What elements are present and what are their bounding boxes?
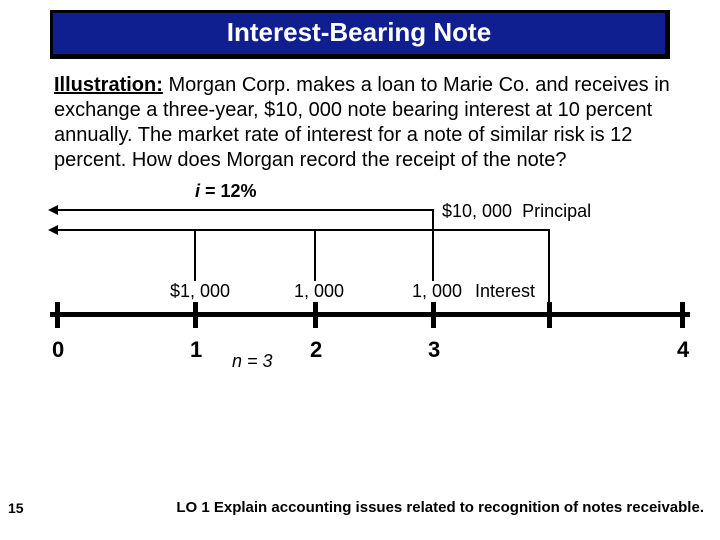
interest-amount-2: 1, 000 bbox=[294, 281, 344, 302]
principal-label: Principal bbox=[522, 201, 591, 221]
timeline-label-2: 2 bbox=[310, 337, 322, 363]
timeline-tick-4 bbox=[547, 302, 552, 328]
slide-title: Interest-Bearing Note bbox=[227, 17, 491, 47]
interest-tick-3 bbox=[432, 229, 434, 281]
principal-arrow-head-icon bbox=[48, 205, 58, 215]
interest-amount-1: $1, 000 bbox=[170, 281, 230, 302]
timeline-label-1: 1 bbox=[190, 337, 202, 363]
timeline-tick-2 bbox=[313, 302, 318, 328]
interest-tick-1 bbox=[194, 229, 196, 281]
timeline-label-0: 0 bbox=[52, 337, 64, 363]
periods-label: n = 3 bbox=[232, 351, 273, 372]
timeline-label-4: 4 bbox=[677, 337, 689, 363]
periods-symbol: n bbox=[232, 351, 242, 371]
timeline-tick-0 bbox=[55, 302, 60, 328]
rate-value: = 12% bbox=[200, 181, 257, 201]
interest-arrow-head-icon bbox=[48, 225, 58, 235]
principal-text: $10, 000 Principal bbox=[442, 201, 591, 222]
timeline-bar bbox=[50, 312, 690, 317]
interest-label: Interest bbox=[475, 281, 535, 302]
illustration-paragraph: Illustration: Morgan Corp. makes a loan … bbox=[54, 73, 676, 173]
interest-arrow-line bbox=[54, 229, 550, 231]
slide-title-box: Interest-Bearing Note bbox=[50, 10, 670, 59]
timeline-diagram: i = 12% $10, 000 Principal $1, 000 1, 00… bbox=[30, 181, 710, 391]
periods-value: = 3 bbox=[242, 351, 273, 371]
timeline-tick-5 bbox=[680, 302, 685, 328]
timeline-tick-1 bbox=[193, 302, 198, 328]
principal-arrow-line bbox=[54, 209, 434, 211]
principal-amount: $10, 000 bbox=[442, 201, 512, 221]
illustration-lead: Illustration: bbox=[54, 74, 163, 96]
learning-objective-footer: LO 1 Explain accounting issues related t… bbox=[0, 499, 720, 516]
timeline-label-3: 3 bbox=[428, 337, 440, 363]
timeline-tick-3 bbox=[431, 302, 436, 328]
interest-amount-3: 1, 000 bbox=[412, 281, 462, 302]
interest-rate-label: i = 12% bbox=[195, 181, 257, 202]
interest-tick-2 bbox=[314, 229, 316, 281]
